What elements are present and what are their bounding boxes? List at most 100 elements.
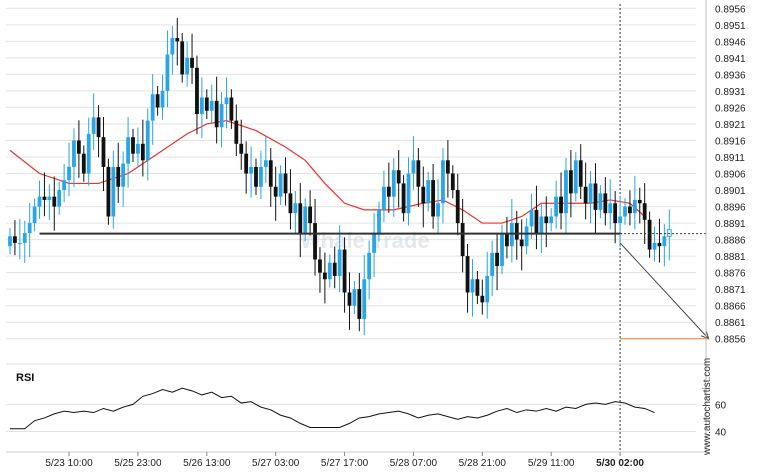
x-tick-label: 5/23 10:00	[45, 458, 93, 469]
candle	[564, 157, 568, 234]
candle	[22, 220, 27, 264]
candle-body	[593, 183, 598, 210]
candle	[391, 157, 396, 217]
candle	[263, 136, 268, 184]
candle-body	[573, 160, 578, 194]
candle-body	[652, 242, 657, 250]
candle-body	[318, 259, 322, 273]
candle-body	[288, 193, 293, 214]
candle-body	[155, 94, 160, 108]
candle	[81, 145, 86, 182]
candle-body	[657, 242, 662, 247]
candle-body	[145, 120, 150, 161]
candle-body	[554, 196, 559, 217]
candle	[583, 162, 588, 220]
candle-body	[524, 226, 529, 247]
candle	[145, 108, 150, 181]
candle	[401, 175, 406, 222]
y-tick-label: 0.8951	[715, 21, 746, 32]
candle-body	[116, 166, 121, 187]
candle-body	[391, 170, 396, 197]
candle-body	[568, 170, 573, 194]
candle	[278, 165, 283, 205]
candle-body	[111, 166, 116, 217]
candle	[666, 209, 672, 261]
candle-body	[347, 292, 352, 306]
candle	[470, 259, 475, 317]
candle-body	[126, 137, 130, 164]
x-axis: 5/23 10:00 5/25 23:00 5/26 13:00 5/27 03:00…	[45, 452, 644, 469]
candle-body	[57, 190, 62, 207]
candle	[249, 146, 253, 198]
candles	[8, 17, 672, 336]
candle-body	[170, 38, 175, 55]
candle	[313, 198, 317, 276]
candle	[628, 190, 632, 226]
candle	[662, 224, 667, 267]
candle-body	[583, 186, 588, 204]
candle-body	[91, 117, 96, 134]
candle	[490, 240, 495, 297]
candle	[603, 177, 608, 226]
y-tick-label: 0.8891	[715, 219, 746, 230]
candle	[273, 166, 278, 221]
y-tick-label: 0.8956	[715, 4, 746, 15]
candle-body	[362, 279, 367, 319]
candle-body	[42, 196, 47, 200]
candle-body	[608, 203, 613, 214]
candle-body	[180, 41, 185, 75]
candle	[647, 211, 652, 258]
candle-body	[13, 236, 17, 243]
candle-body	[445, 160, 450, 174]
candle	[62, 163, 67, 203]
y-tick-label: 0.8931	[715, 87, 746, 98]
candle-body	[382, 186, 386, 210]
candle	[8, 228, 12, 255]
candle	[406, 157, 411, 226]
candle-body	[283, 173, 288, 194]
candle-body	[514, 223, 519, 240]
y-tick-label: 0.8856	[715, 335, 746, 346]
candle-body	[618, 216, 622, 224]
candle-body	[450, 173, 455, 191]
moving-average-line	[9, 120, 646, 224]
candle	[475, 271, 480, 305]
candle-body	[505, 233, 509, 247]
candle	[652, 226, 657, 262]
candle-body	[303, 206, 308, 233]
candle-body	[322, 272, 327, 280]
candle-body	[628, 206, 632, 214]
candle-body	[598, 193, 603, 210]
y-tick-label: 0.8921	[715, 120, 746, 131]
candle-body	[578, 160, 583, 187]
candle	[593, 163, 598, 234]
candle	[318, 247, 322, 293]
candle-body	[632, 199, 637, 214]
candle	[121, 151, 126, 207]
candle	[101, 117, 106, 192]
candle	[573, 152, 578, 202]
candle-body	[480, 295, 485, 303]
x-tick-label: 5/25 23:00	[114, 458, 162, 469]
candle-body	[37, 196, 42, 207]
candle	[229, 89, 234, 129]
candle	[322, 252, 327, 304]
candle-body	[396, 170, 401, 184]
candle-body	[613, 203, 618, 224]
candle	[239, 119, 244, 170]
candle	[160, 74, 165, 120]
candle	[436, 179, 440, 233]
candle-body	[411, 160, 416, 174]
x-tick-label: 5/28 07:00	[390, 458, 438, 469]
candle-body	[204, 97, 209, 111]
candle-body	[495, 252, 499, 267]
candle-body	[298, 203, 303, 233]
watermark-text: Whale Trade	[300, 228, 430, 253]
candle	[608, 179, 613, 230]
candle	[426, 171, 431, 212]
candle	[382, 170, 386, 223]
candle-body	[637, 199, 642, 204]
candle-body	[332, 262, 337, 276]
candle	[244, 141, 249, 194]
